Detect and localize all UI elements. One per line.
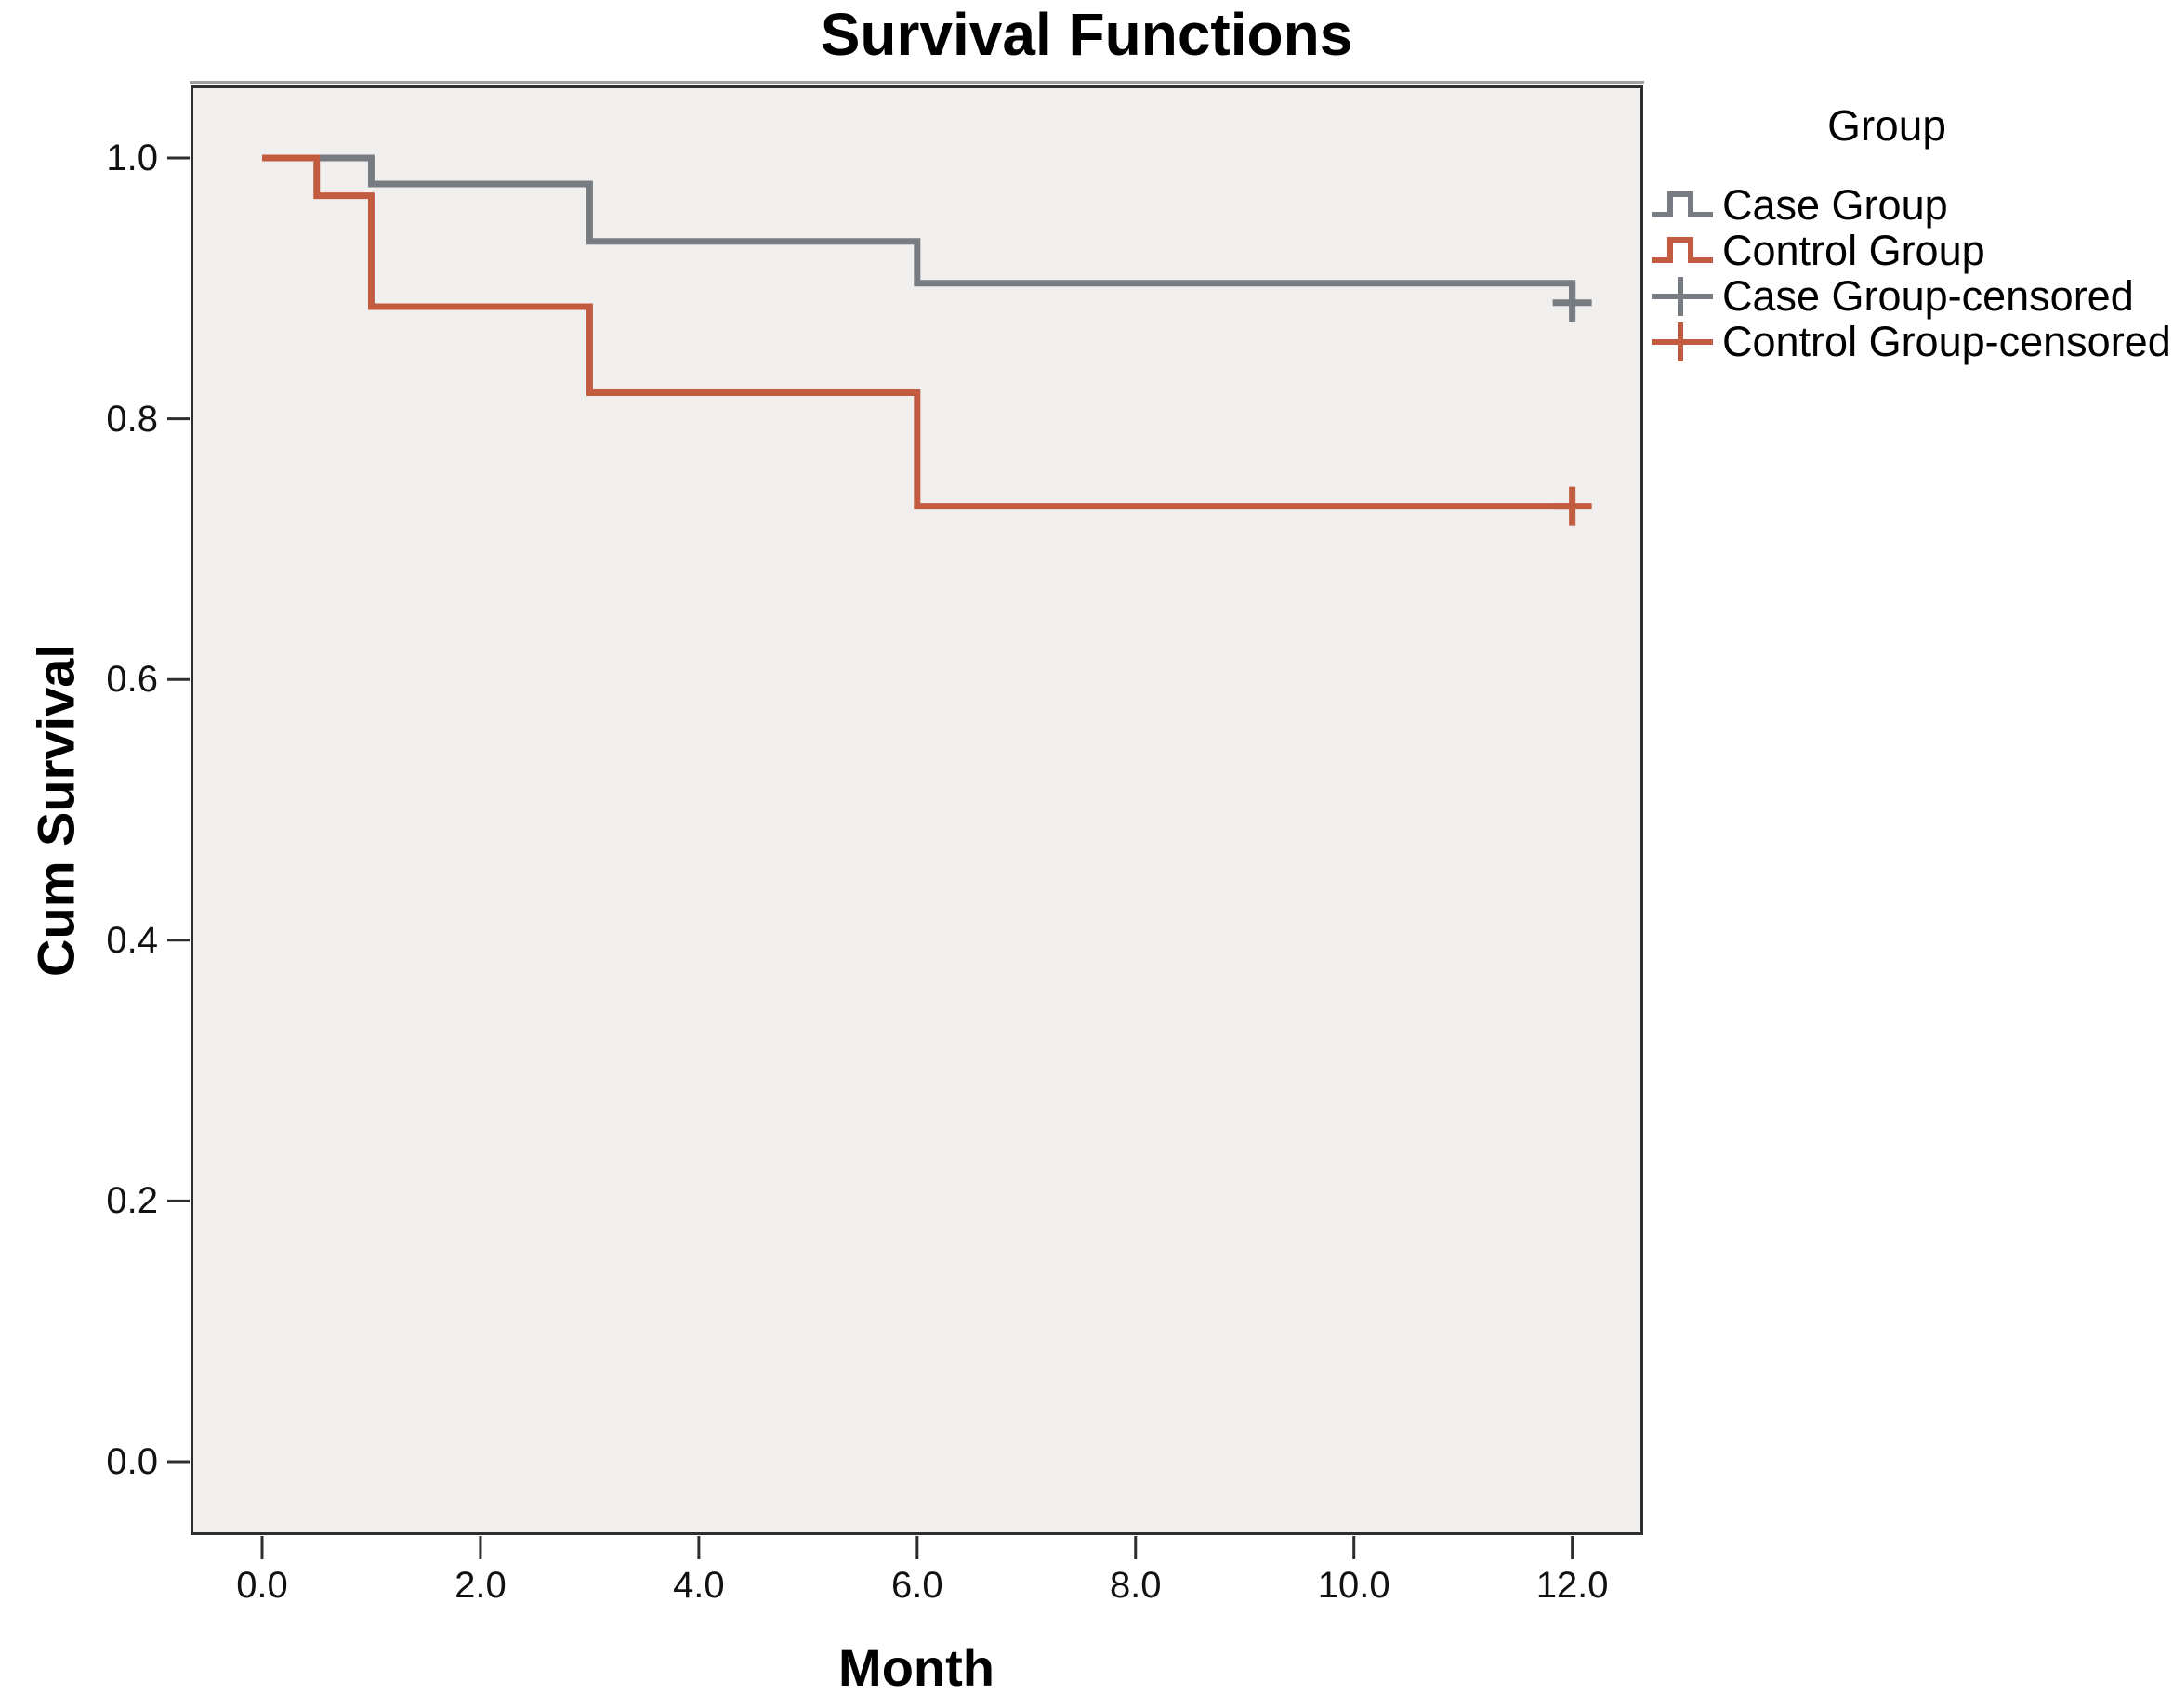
- legend-label: Control Group-censored: [1722, 317, 2171, 365]
- legend-entry-control-group-censored: Control Group-censored: [1650, 317, 2171, 365]
- legend-entry-case-group-censored: Case Group-censored: [1650, 271, 2170, 320]
- legend: Group Case Group Control Group Case Grou…: [1650, 100, 2171, 365]
- x-tick-label: 6.0: [891, 1565, 943, 1606]
- x-tick-label: 0.0: [236, 1565, 288, 1606]
- x-tick-label: 4.0: [673, 1565, 725, 1606]
- y-tick-label: 1.0: [106, 138, 158, 178]
- legend-label: Case Group: [1722, 180, 1948, 229]
- chart-title: Survival Functions: [820, 1, 1353, 68]
- plot-frame: [191, 85, 1643, 1535]
- x-axis-title: Month: [838, 1638, 994, 1697]
- legend-entry-case-group: Case Group: [1650, 180, 2170, 229]
- x-tick-label: 2.0: [454, 1565, 507, 1606]
- y-tick-label: 0.6: [106, 659, 158, 701]
- y-tick-label: 0.4: [106, 919, 158, 961]
- legend-label: Control Group: [1722, 226, 1985, 274]
- x-tick-label: 10.0: [1317, 1565, 1390, 1606]
- x-tick-label: 12.0: [1535, 1565, 1609, 1606]
- case-group-step-line-icon: [1652, 191, 1713, 217]
- y-tick-label: 0.8: [106, 398, 158, 440]
- control-group-curve: [262, 154, 1573, 510]
- case-group-censored-plus-icon: [1652, 276, 1713, 316]
- y-tick-label: 0.0: [106, 1441, 158, 1482]
- control-group-step-line-icon: [1652, 236, 1713, 263]
- control-group-censored-plus-icon: [1652, 322, 1713, 361]
- y-tick-label: 0.2: [106, 1180, 158, 1222]
- plot-background: [191, 86, 1642, 1534]
- x-tick-label: 8.0: [1109, 1565, 1162, 1606]
- case-group-curve: [262, 154, 1576, 303]
- legend-label: Case Group-censored: [1722, 271, 2134, 320]
- legend-entry-control-group: Control Group: [1650, 226, 2170, 274]
- legend-title: Group: [1827, 101, 1946, 150]
